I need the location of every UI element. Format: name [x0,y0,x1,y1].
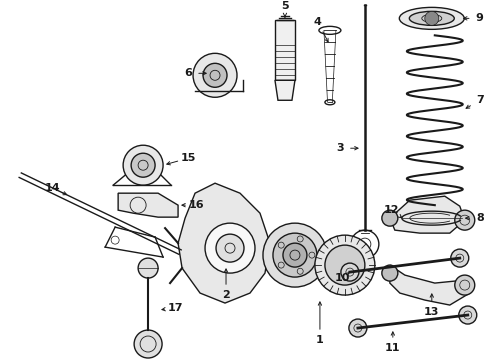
Circle shape [459,306,477,324]
Text: 1: 1 [316,335,324,345]
Circle shape [341,263,359,281]
Text: 2: 2 [222,290,230,300]
Circle shape [325,245,365,285]
Text: 6: 6 [184,68,192,78]
Text: 3: 3 [336,143,343,153]
Circle shape [349,319,367,337]
Circle shape [138,258,158,278]
Text: 7: 7 [476,95,484,105]
Circle shape [382,210,398,226]
Text: 12: 12 [384,205,399,215]
Text: 15: 15 [180,153,196,163]
Polygon shape [118,193,178,217]
Text: 13: 13 [424,307,440,317]
Text: 4: 4 [314,17,322,27]
Text: 10: 10 [334,273,349,283]
Circle shape [263,223,327,287]
Circle shape [216,234,244,262]
Polygon shape [275,80,295,100]
Circle shape [123,145,163,185]
Circle shape [455,210,475,230]
Circle shape [425,12,439,25]
Circle shape [455,275,475,295]
Circle shape [131,153,155,177]
Text: 14: 14 [45,183,60,193]
Text: 11: 11 [385,343,401,353]
Polygon shape [178,183,270,303]
Circle shape [283,243,307,267]
Circle shape [205,223,255,273]
Circle shape [382,265,398,281]
FancyBboxPatch shape [275,21,295,80]
Ellipse shape [409,12,454,25]
Text: 17: 17 [167,303,183,313]
Text: 5: 5 [281,1,289,12]
Text: 8: 8 [476,213,484,223]
Polygon shape [390,265,470,305]
Circle shape [134,330,162,358]
Circle shape [273,233,317,277]
Circle shape [193,53,237,97]
Circle shape [315,235,375,295]
Circle shape [203,63,227,87]
Circle shape [451,249,469,267]
Polygon shape [390,196,465,233]
Text: 9: 9 [476,13,484,23]
Ellipse shape [399,7,464,30]
Text: 16: 16 [188,200,204,210]
